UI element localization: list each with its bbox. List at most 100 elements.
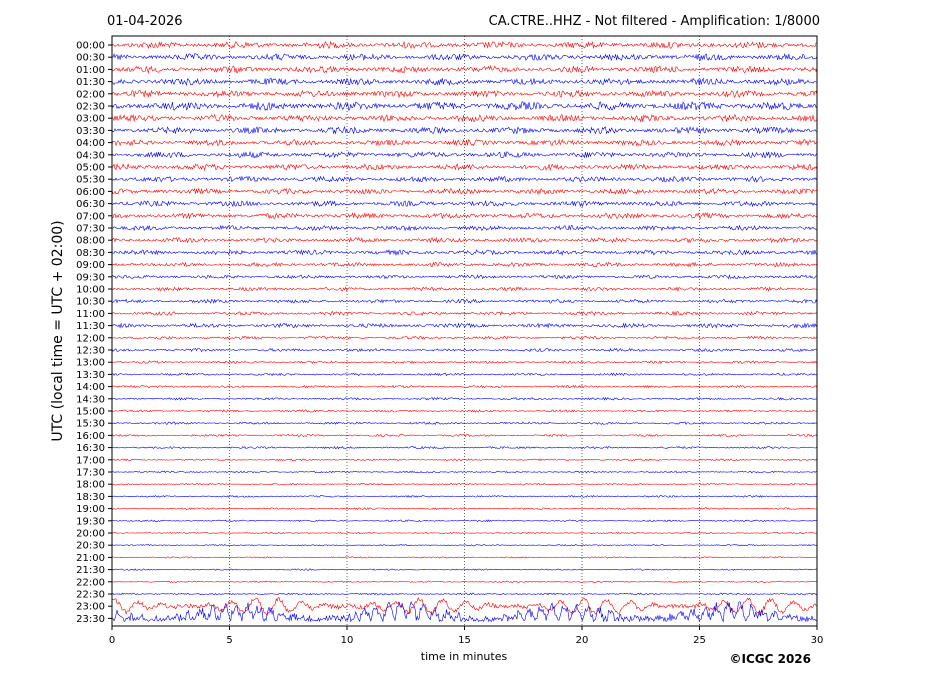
seismic-trace: [111, 212, 818, 220]
row-time-label: 03:00: [76, 114, 105, 125]
seismic-trace: [111, 568, 818, 571]
seismic-trace: [111, 494, 818, 498]
seismic-trace: [111, 261, 818, 268]
seismic-trace: [111, 236, 818, 244]
seismic-trace: [111, 519, 818, 523]
seismic-trace: [111, 187, 818, 196]
row-time-label: 01:30: [76, 77, 105, 88]
seismic-trace: [111, 310, 818, 317]
row-time-label: 21:00: [76, 553, 105, 564]
seismic-trace: [111, 89, 818, 99]
row-time-label: 15:00: [76, 407, 105, 418]
row-time-label: 14:30: [76, 394, 105, 405]
x-tick-label: 30: [811, 635, 824, 646]
seismic-trace: [111, 372, 818, 377]
seismic-trace: [111, 482, 818, 486]
seismic-trace: [111, 596, 818, 617]
row-time-label: 00:30: [76, 53, 105, 64]
seismic-trace: [111, 470, 818, 474]
row-time-label: 18:00: [76, 480, 105, 491]
row-time-label: 07:30: [76, 224, 105, 235]
row-time-label: 07:00: [76, 211, 105, 222]
seismic-trace: [111, 100, 818, 111]
row-time-label: 23:00: [76, 602, 105, 613]
row-time-label: 14:00: [76, 382, 105, 393]
row-time-label: 08:30: [76, 248, 105, 259]
seismic-trace: [111, 409, 818, 413]
x-tick-label: 20: [576, 635, 589, 646]
row-time-label: 16:00: [76, 431, 105, 442]
row-time-label: 19:00: [76, 504, 105, 515]
x-tick-label: 0: [109, 635, 115, 646]
seismic-trace: [112, 335, 818, 340]
row-time-label: 02:30: [76, 102, 105, 113]
y-axis-label: UTC (local time = UTC + 02:00): [50, 220, 66, 441]
seismic-trace: [111, 507, 817, 511]
row-time-label: 05:30: [76, 175, 105, 186]
plot-frame: [111, 35, 818, 627]
row-time-label: 19:30: [76, 516, 105, 527]
seismic-trace: [111, 126, 817, 135]
row-time-label: 15:30: [76, 419, 105, 430]
date-label: 01-04-2026: [107, 14, 183, 29]
x-tick-label: 5: [226, 635, 232, 646]
seismic-trace: [111, 458, 818, 462]
row-time-label: 22:30: [76, 590, 105, 601]
seismic-trace: [111, 249, 818, 257]
seismic-trace: [111, 384, 818, 389]
seismic-trace: [112, 274, 818, 280]
seismic-trace: [111, 580, 817, 583]
row-time-label: 11:30: [76, 321, 105, 332]
row-time-label: 09:30: [76, 272, 105, 283]
row-time-label: 06:00: [76, 187, 105, 198]
seismic-trace: [111, 52, 818, 62]
row-time-label: 20:00: [76, 529, 105, 540]
row-time-label: 06:30: [76, 199, 105, 210]
row-time-label: 17:00: [76, 455, 105, 466]
copyright-label: ©ICGC 2026: [729, 652, 811, 666]
seismic-trace: [111, 601, 818, 623]
seismic-trace: [111, 433, 818, 438]
seismic-trace: [111, 113, 818, 123]
x-axis-ticks: 0 5 10 15 20 25 30: [109, 626, 824, 646]
seismic-trace: [111, 175, 818, 183]
row-time-label: 03:30: [76, 126, 105, 137]
row-time-label: 11:00: [76, 309, 105, 320]
row-time-label: 12:30: [76, 346, 105, 357]
row-time-label: 04:00: [76, 138, 105, 149]
trace-layer: [111, 40, 818, 623]
seismic-trace: [111, 396, 817, 401]
seismic-trace: [111, 77, 818, 87]
seismic-trace: [111, 531, 818, 535]
seismic-trace: [111, 298, 818, 304]
row-time-label: 02:00: [76, 89, 105, 100]
row-time-label: 16:30: [76, 443, 105, 454]
row-time-label: 22:00: [76, 577, 105, 588]
seismic-trace: [111, 200, 818, 208]
row-time-label: 05:00: [76, 163, 105, 174]
x-tick-label: 10: [341, 635, 354, 646]
seismic-trace: [111, 40, 818, 50]
seismic-trace: [111, 322, 818, 329]
row-time-label: 09:00: [76, 260, 105, 271]
seismic-trace: [111, 556, 817, 559]
seismic-trace: [112, 224, 818, 232]
row-time-label: 21:30: [76, 565, 105, 576]
grid-lines: [229, 36, 700, 626]
seismic-trace: [111, 162, 818, 172]
row-time-label: 00:00: [76, 41, 105, 52]
seismic-trace: [111, 445, 818, 450]
x-axis-label: time in minutes: [421, 650, 508, 663]
row-time-label: 18:30: [76, 492, 105, 503]
row-time-label: 13:00: [76, 358, 105, 369]
x-tick-label: 15: [458, 635, 471, 646]
row-time-label: 17:30: [76, 468, 105, 479]
seismic-trace: [111, 543, 818, 547]
row-time-label: 10:30: [76, 297, 105, 308]
row-time-label: 23:30: [76, 614, 105, 625]
x-tick-label: 25: [693, 635, 706, 646]
seismic-trace: [111, 421, 818, 425]
row-time-label: 12:00: [76, 333, 105, 344]
